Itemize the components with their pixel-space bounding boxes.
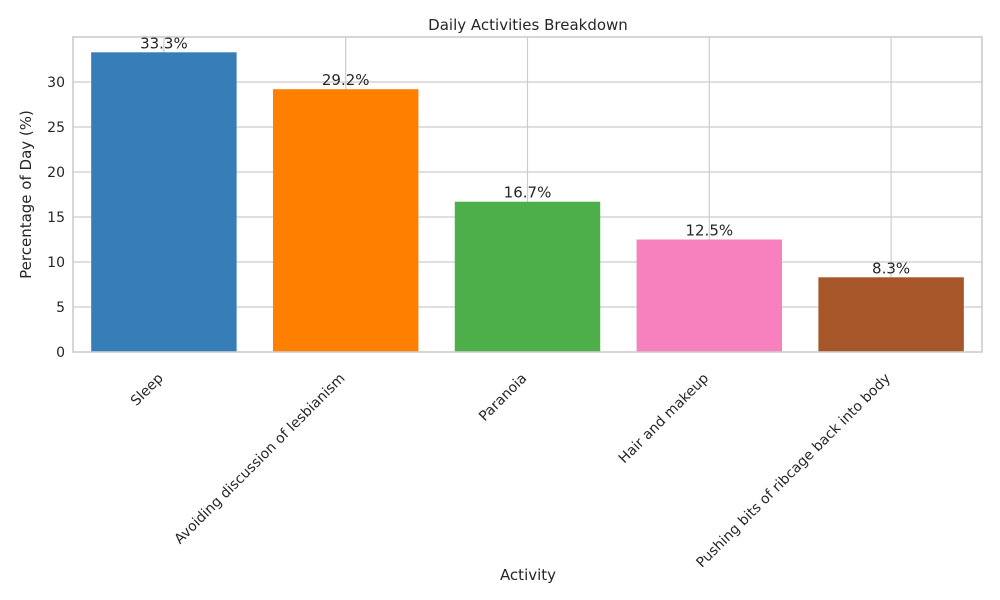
y-axis-ticks: 0 5 10 15 20 25 30 [47, 75, 65, 361]
data-labels: 33.3% 29.2% 16.7% 12.5% 8.3% [140, 34, 910, 277]
bar-pushing-bits-of-ribcage-back-into-body [818, 277, 964, 352]
chart-title: Daily Activities Breakdown [428, 16, 628, 34]
data-label-sleep: 33.3% [140, 34, 188, 52]
y-tick-label: 0 [56, 345, 65, 361]
bars [91, 52, 964, 353]
x-tick-label: Pushing bits of ribcage back into body [693, 371, 894, 572]
x-axis-ticks: Sleep Avoiding discussion of lesbianism Pa… [128, 370, 894, 571]
bar-avoiding-discussion-of-lesbianism [272, 89, 419, 352]
y-tick-label: 15 [47, 210, 65, 226]
x-tick-label: Avoiding discussion of lesbianism [172, 371, 349, 548]
x-tick-label: Hair and makeup [616, 370, 712, 466]
bar-sleep [91, 52, 237, 353]
data-label-avoiding-discussion-of-lesbianism: 29.2% [322, 71, 370, 89]
bar-hair-and-makeup [636, 239, 783, 352]
bar-paranoia [454, 201, 601, 352]
x-tick-label: Paranoia [476, 371, 530, 425]
plot-frame [72, 36, 983, 353]
x-axis-label: Activity [500, 566, 556, 584]
y-tick-label: 30 [47, 75, 65, 91]
data-label-hair-and-makeup: 12.5% [685, 222, 733, 240]
y-axis-label: Percentage of Day (%) [17, 110, 35, 279]
y-tick-label: 25 [47, 120, 65, 136]
data-label-pushing-bits-of-ribcage-back-into-body: 8.3% [872, 259, 910, 277]
y-tick-label: 20 [47, 165, 65, 181]
data-label-paranoia: 16.7% [504, 184, 552, 202]
y-tick-label: 5 [56, 300, 65, 316]
x-tick-label: Sleep [128, 370, 167, 409]
y-tick-label: 10 [47, 255, 65, 271]
